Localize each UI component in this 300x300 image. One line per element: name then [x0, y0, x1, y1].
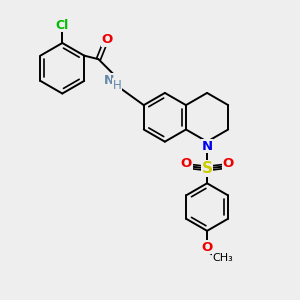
Text: N: N [202, 140, 213, 153]
Text: CH₃: CH₃ [212, 253, 233, 262]
Text: Cl: Cl [56, 19, 69, 32]
Text: O: O [222, 157, 233, 170]
Text: H: H [112, 79, 121, 92]
Text: O: O [202, 241, 213, 254]
Text: S: S [202, 161, 213, 176]
Text: O: O [102, 33, 113, 46]
Text: N: N [104, 74, 115, 87]
Text: O: O [181, 157, 192, 170]
